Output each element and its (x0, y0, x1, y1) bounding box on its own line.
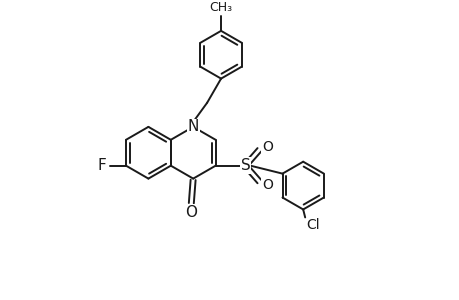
Text: F: F (97, 158, 106, 173)
Text: S: S (240, 158, 250, 173)
Text: O: O (261, 140, 272, 154)
Text: Cl: Cl (306, 218, 319, 233)
Text: CH₃: CH₃ (209, 2, 232, 14)
Text: O: O (185, 205, 197, 220)
Text: O: O (261, 178, 272, 192)
Text: N: N (187, 119, 198, 134)
